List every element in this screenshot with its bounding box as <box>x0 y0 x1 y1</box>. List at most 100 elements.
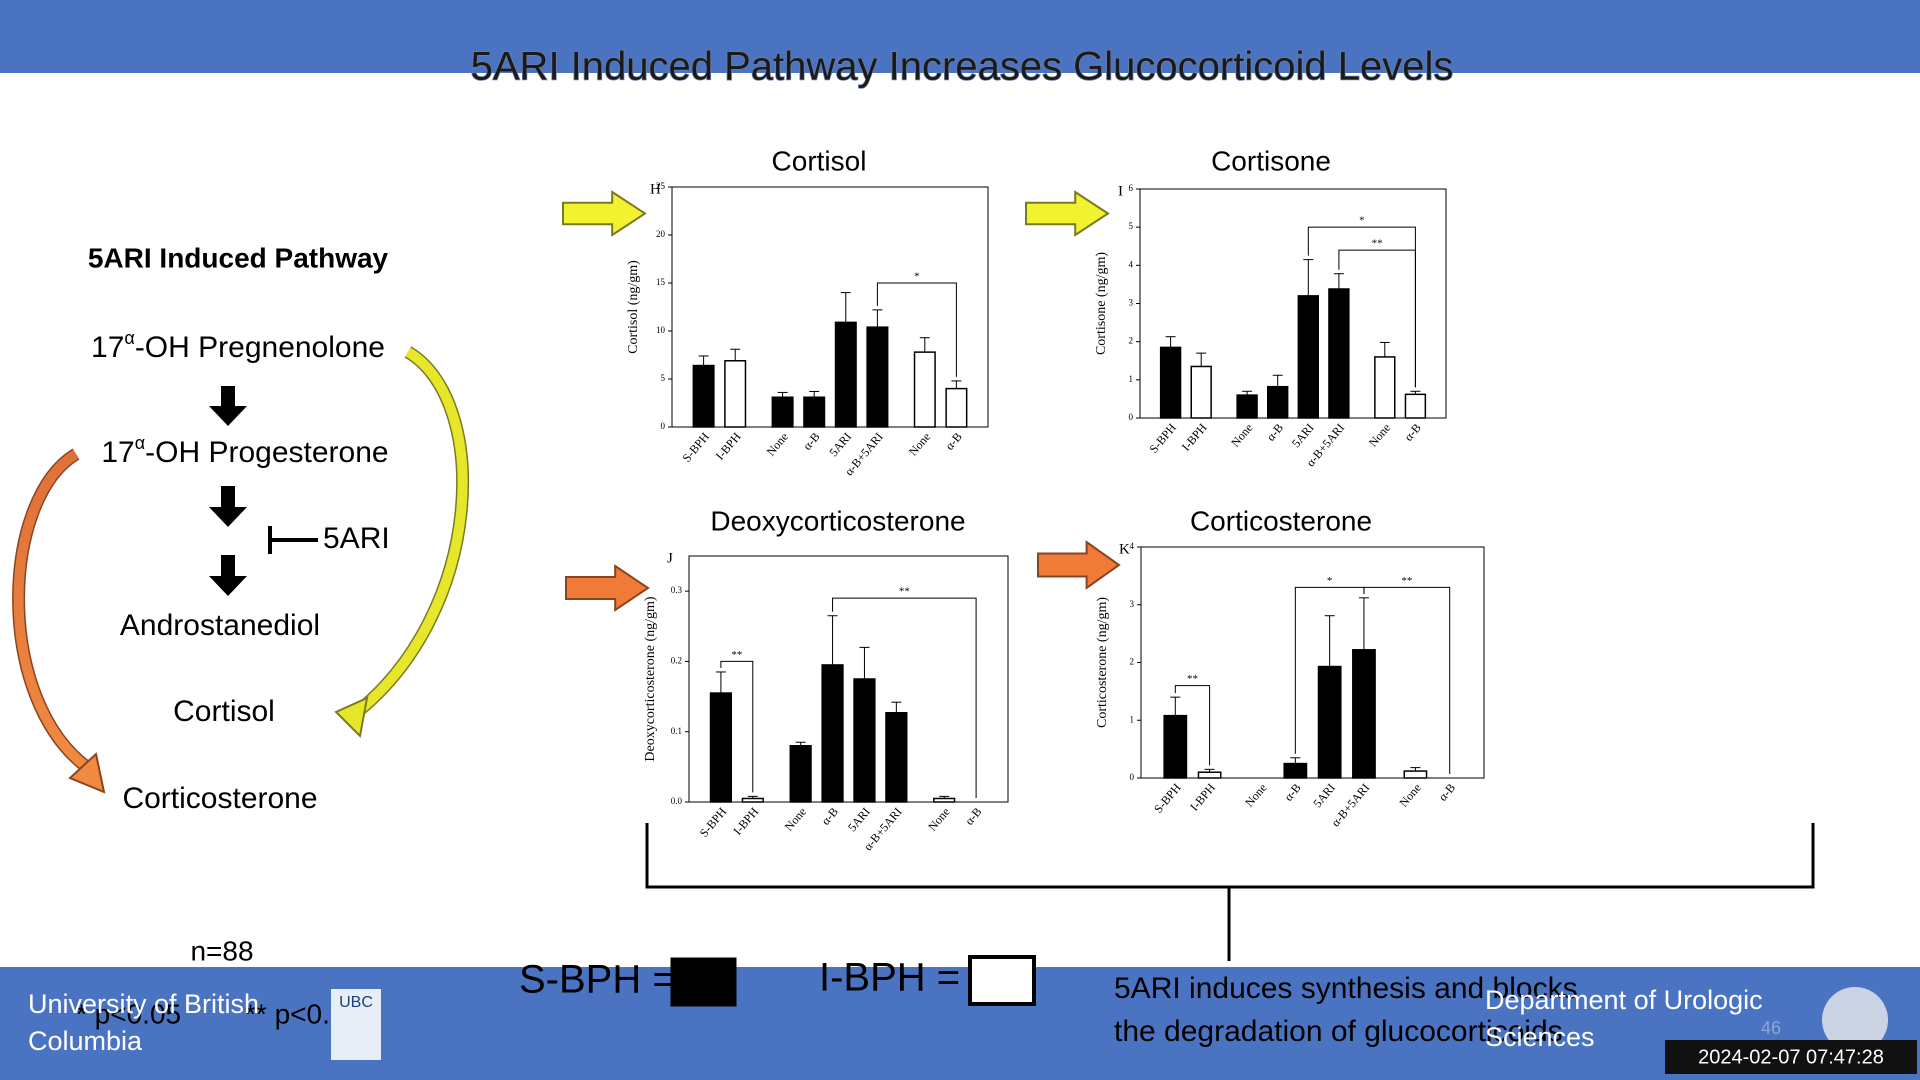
y-tick-label: 5 <box>1129 221 1134 231</box>
x-tick-label: None <box>906 430 933 459</box>
chart-title: Cortisol <box>772 145 867 176</box>
bar <box>1283 762 1308 779</box>
x-tick-label: 5ARI <box>845 805 873 834</box>
bar <box>853 678 876 803</box>
bar <box>1352 649 1376 779</box>
logo-text: UBC <box>339 994 373 1011</box>
orange-curve <box>13 449 91 773</box>
y-tick-label: 2 <box>1130 657 1135 667</box>
bar <box>1159 346 1182 419</box>
y-tick-label: 6 <box>1129 183 1134 193</box>
y-tick-label: 1 <box>1129 374 1134 384</box>
bar <box>1236 394 1258 419</box>
y-tick-label: 20 <box>656 229 666 239</box>
x-tick-label: None <box>764 430 791 459</box>
y-tick-label: 5 <box>661 373 666 383</box>
down-arrow <box>209 555 247 596</box>
x-tick-label: α-B <box>962 805 984 828</box>
y-tick-label: 15 <box>656 277 666 287</box>
panel-letter: I <box>1118 183 1123 199</box>
significance-label: ** <box>1401 575 1412 587</box>
y-tick-label: 0 <box>1130 772 1135 782</box>
pathway: 5ARI Induced Pathway 17α-OH Pregnenolone… <box>12 242 469 815</box>
orange-curve-outline <box>12 448 92 774</box>
x-tick-label: α-B <box>1436 781 1458 804</box>
plot-frame <box>688 555 1009 803</box>
y-tick-label: 0.3 <box>671 585 683 595</box>
conclusion: the degradation of glucocorticoids <box>1114 1015 1563 1048</box>
y-tick-label: 0.1 <box>671 726 682 736</box>
step-number: 17 <box>91 331 124 364</box>
legend-swatch <box>670 957 737 1007</box>
bar <box>1197 771 1222 779</box>
step-number: 17 <box>101 436 134 469</box>
chart-title: Cortisone <box>1211 145 1331 176</box>
bar <box>803 396 826 428</box>
bar <box>1317 665 1342 779</box>
x-tick-label: None <box>1242 781 1269 810</box>
x-tick-label: 5ARI <box>1310 781 1338 810</box>
bar <box>821 664 844 803</box>
bar <box>933 797 956 803</box>
panel-letter: K <box>1119 541 1130 557</box>
yellow-curve <box>352 347 468 717</box>
bar <box>709 692 733 803</box>
significance-label: * <box>914 271 920 283</box>
slide-number: 46 <box>1761 1018 1781 1038</box>
x-tick-label: S-BPH <box>1151 780 1184 815</box>
yellow-arrowhead <box>334 696 369 739</box>
y-axis-label: Cortisol (ng/gm) <box>626 260 641 354</box>
bar <box>1328 288 1350 419</box>
step-sup: α <box>124 328 134 348</box>
y-tick-label: 0.0 <box>671 796 683 806</box>
y-tick-label: 25 <box>656 181 666 191</box>
pathway-step: 17α-OH Pregnenolone <box>91 328 385 364</box>
bar <box>1374 356 1396 419</box>
bar <box>789 745 812 803</box>
bar <box>1297 295 1319 419</box>
pathway-heading: 5ARI Induced Pathway <box>88 242 389 273</box>
bar <box>866 326 889 428</box>
down-arrow <box>209 486 247 527</box>
significance-bracket <box>1363 586 1451 774</box>
bar <box>724 360 747 428</box>
pointer-arrow <box>562 190 647 237</box>
pathway-step: Androstanediol <box>120 609 320 642</box>
step-rest: -OH Pregnenolone <box>135 331 385 364</box>
y-tick-label: 1 <box>1130 714 1135 724</box>
bar <box>692 364 715 428</box>
slide-title: 5ARI Induced Pathway Increases Glucocort… <box>471 45 1454 89</box>
significance-label: ** <box>1187 673 1198 685</box>
inhibitor-label: 5ARI <box>323 522 390 555</box>
significance-label: ** <box>731 649 742 661</box>
significance-bracket <box>1307 226 1416 388</box>
significance-bracket <box>1174 685 1211 766</box>
x-tick-label: None <box>1366 421 1393 450</box>
timestamp: 2024-02-07 07:47:28 <box>1698 1046 1884 1068</box>
x-tick-label: α-B <box>1264 421 1286 444</box>
pathway-step: Cortisol <box>173 695 275 728</box>
x-tick-label: 5ARI <box>826 430 854 459</box>
x-tick-label: None <box>782 805 809 834</box>
x-tick-label: I-BPH <box>713 429 744 462</box>
orange-arrowhead <box>68 752 106 794</box>
pointer-arrow <box>565 564 650 612</box>
significance-label: * <box>1359 215 1365 227</box>
x-tick-label: α-B <box>1401 421 1423 444</box>
y-axis-label: Cortisone (ng/gm) <box>1094 252 1109 355</box>
bar <box>913 351 936 428</box>
panel-letter: H <box>650 181 661 197</box>
logo <box>331 989 381 1060</box>
y-axis-label: Corticosterone (ng/gm) <box>1095 597 1110 728</box>
significance-label: ** <box>1372 238 1383 250</box>
x-tick-label: None <box>925 805 952 834</box>
plot-frame <box>1139 188 1447 419</box>
chart: Corticosterone K Corticosterone (ng/gm) 0 1 2… <box>1095 505 1485 829</box>
panel-letter: J <box>667 550 673 566</box>
y-tick-label: 3 <box>1130 599 1135 609</box>
pointer-arrow <box>1037 540 1121 590</box>
chart: Cortisol H Cortisol (ng/gm) 0 5 10 15 20 25 S-BPH… <box>626 145 989 478</box>
legend-label: S-BPH = <box>519 958 676 1002</box>
significance-bracket <box>876 282 957 377</box>
y-tick-label: 10 <box>656 325 666 335</box>
